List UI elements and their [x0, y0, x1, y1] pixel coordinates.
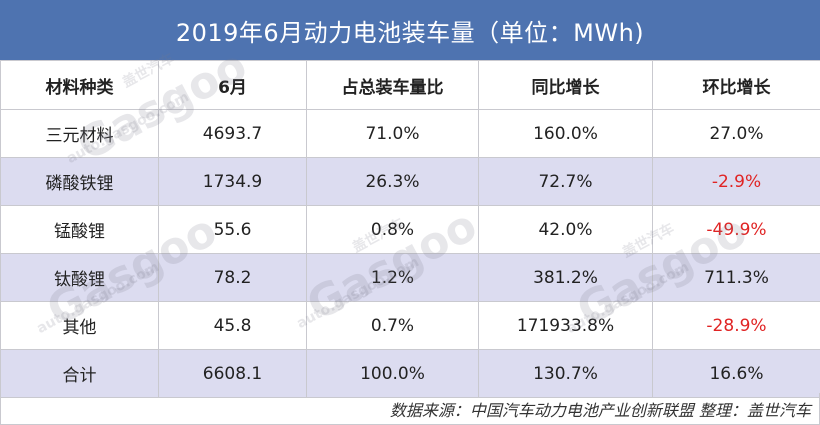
col-header-material: 材料种类: [0, 60, 159, 110]
source-note: 数据来源：中国汽车动力电池产业创新联盟 整理：盖世汽车: [0, 393, 820, 425]
header-row: 材料种类 6月 占总装车量比 同比增长 环比增长: [0, 60, 820, 110]
table-row: 三元材料 4693.7 71.0% 160.0% 27.0%: [0, 109, 820, 158]
cell-june: 45.8: [158, 301, 307, 350]
cell-material: 合计: [0, 349, 159, 398]
cell-yoy: 130.7%: [478, 349, 653, 398]
cell-june: 1734.9: [158, 157, 307, 206]
cell-share: 0.8%: [306, 205, 479, 254]
col-header-yoy: 同比增长: [478, 60, 653, 110]
cell-june: 78.2: [158, 253, 307, 302]
cell-june: 6608.1: [158, 349, 307, 398]
cell-material: 磷酸铁锂: [0, 157, 159, 206]
table-row: 合计 6608.1 100.0% 130.7% 16.6%: [0, 349, 820, 398]
table-title: 2019年6月动力电池装车量（单位：MWh): [0, 0, 820, 60]
cell-mom: 711.3%: [652, 253, 820, 302]
cell-yoy: 42.0%: [478, 205, 653, 254]
cell-material: 其他: [0, 301, 159, 350]
cell-mom: -2.9%: [652, 157, 820, 206]
cell-share: 100.0%: [306, 349, 479, 398]
col-header-june: 6月: [158, 60, 307, 110]
cell-mom: -28.9%: [652, 301, 820, 350]
cell-yoy: 171933.8%: [478, 301, 653, 350]
cell-material: 钛酸锂: [0, 253, 159, 302]
cell-june: 4693.7: [158, 109, 307, 158]
cell-yoy: 160.0%: [478, 109, 653, 158]
cell-yoy: 381.2%: [478, 253, 653, 302]
cell-material: 三元材料: [0, 109, 159, 158]
cell-yoy: 72.7%: [478, 157, 653, 206]
cell-share: 26.3%: [306, 157, 479, 206]
cell-mom: -49.9%: [652, 205, 820, 254]
cell-june: 55.6: [158, 205, 307, 254]
col-header-share: 占总装车量比: [306, 60, 479, 110]
cell-share: 1.2%: [306, 253, 479, 302]
table-row: 其他 45.8 0.7% 171933.8% -28.9%: [0, 301, 820, 350]
cell-mom: 27.0%: [652, 109, 820, 158]
cell-material: 锰酸锂: [0, 205, 159, 254]
table-row: 磷酸铁锂 1734.9 26.3% 72.7% -2.9%: [0, 157, 820, 206]
col-header-mom: 环比增长: [652, 60, 820, 110]
battery-volume-table: 材料种类 6月 占总装车量比 同比增长 环比增长 三元材料 4693.7 71.…: [0, 60, 820, 398]
table-row: 锰酸锂 55.6 0.8% 42.0% -49.9%: [0, 205, 820, 254]
table-row: 钛酸锂 78.2 1.2% 381.2% 711.3%: [0, 253, 820, 302]
cell-share: 0.7%: [306, 301, 479, 350]
cell-share: 71.0%: [306, 109, 479, 158]
cell-mom: 16.6%: [652, 349, 820, 398]
